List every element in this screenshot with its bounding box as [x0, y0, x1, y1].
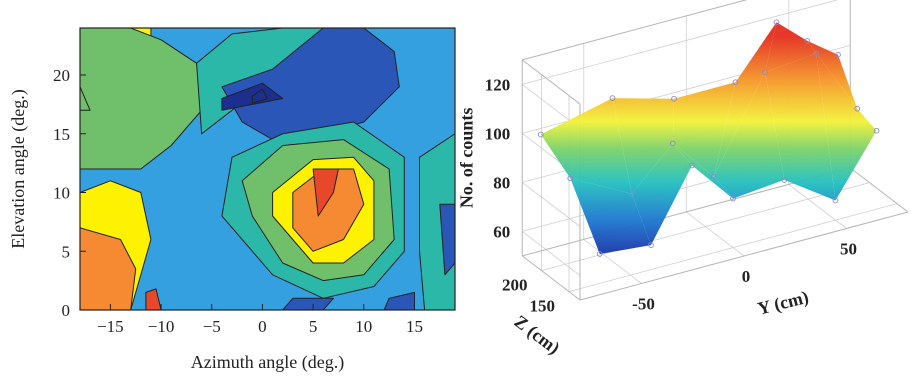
- surface-counts-tick-label: 100: [485, 124, 511, 143]
- surface-y-tick-label: 0: [742, 267, 751, 286]
- surface-gridline: [541, 182, 870, 271]
- surface-gridline: [522, 231, 581, 276]
- surface-face-0-4: [765, 22, 817, 73]
- contour-region-16: [439, 203, 455, 276]
- surface-data-point-4: [773, 19, 780, 26]
- contour-region-17: [282, 297, 334, 310]
- contour-x-tick-label: −10: [148, 317, 175, 336]
- contour-y-tick-label: 15: [53, 125, 70, 144]
- surface-face-1-0: [570, 178, 651, 254]
- surface-box-edge: [521, 59, 581, 105]
- surface-data-point-18: [781, 177, 788, 183]
- surface-data-point-19: [832, 197, 839, 204]
- surface-data-point-0: [537, 131, 544, 138]
- surface-y-tick-label: 50: [840, 240, 857, 259]
- contour-region-7: [221, 28, 400, 146]
- contour-region-18: [383, 291, 415, 310]
- contour-plot-frame: [79, 27, 456, 311]
- surface-depth-axis-label: Z (cm): [510, 311, 564, 359]
- surface-face-1-2: [672, 143, 733, 199]
- surface-face-1-5: [816, 53, 877, 201]
- contour-x-tick-label: 10: [355, 317, 372, 336]
- surface-face-1-3: [713, 72, 785, 199]
- surface-gridline: [568, 203, 898, 292]
- contour-x-tick-label: −5: [203, 317, 221, 336]
- surface-counts-tick-label: 80: [493, 173, 510, 192]
- surface-box-edge: [849, 167, 909, 213]
- surface-face-0-1: [612, 98, 674, 194]
- contour-region-5: [80, 86, 91, 111]
- surface-counts-tick-label: 120: [485, 75, 511, 94]
- surface-z-tick-label: 150: [530, 297, 556, 316]
- surface-data-point-1: [609, 95, 616, 101]
- surface-box-edge: [579, 211, 909, 301]
- contour-y-tick-label: 0: [62, 301, 71, 320]
- surface-face-0-3: [713, 22, 777, 177]
- contour-chart: −15 −10 −5 0 5 10 15 0 5 10 15 20 Azimuth angle (d…: [8, 27, 456, 373]
- surface-data-point-5: [804, 38, 811, 44]
- contour-region-14: [312, 168, 339, 217]
- surface-box-edge: [522, 0, 748, 61]
- surface-data-point-16: [689, 162, 695, 169]
- surface-z-tick-label: 200: [502, 276, 528, 295]
- surface-data-point-2: [671, 95, 677, 102]
- surface-data-point-7: [567, 175, 574, 182]
- contour-x-axis-label: Azimuth angle (deg.): [191, 352, 344, 373]
- contour-x-tick-label: 15: [406, 317, 423, 336]
- surface-face-0-0: [540, 98, 632, 194]
- surface-data-point-9: [669, 140, 676, 147]
- contour-x-tick-label: −15: [97, 317, 124, 336]
- surface-face-0-2: [672, 82, 736, 177]
- surface-gridline: [788, 184, 847, 229]
- surface-mesh: [540, 22, 877, 254]
- surface-counts-tick-label: 60: [493, 222, 510, 241]
- surface-data-point-13: [854, 105, 861, 112]
- surface-face-1-4: [765, 53, 836, 201]
- surface-data-point-6: [835, 51, 841, 58]
- surface-gridline: [522, 182, 581, 227]
- surface-gridline: [583, 239, 642, 284]
- surface-z-axis-label: No. of counts: [460, 108, 476, 209]
- contour-y-tick-label: 5: [62, 242, 71, 261]
- surface-data-point-8: [628, 190, 635, 197]
- surface-data-point-17: [730, 195, 736, 202]
- contour-x-tick-label: 0: [258, 317, 267, 336]
- surface-data-point-11: [762, 69, 768, 76]
- contour-region-9: [251, 88, 268, 104]
- contour-x-tick-label: 5: [309, 317, 318, 336]
- surface-data-point-20: [873, 127, 880, 134]
- contour-region-3: [145, 288, 162, 310]
- surface-y-tick-label: -50: [632, 295, 655, 314]
- contour-y-tick-label: 10: [53, 184, 70, 203]
- contour-region-2: [80, 227, 137, 310]
- surface-data-point-10: [710, 173, 717, 180]
- surface-data-point-3: [732, 79, 739, 86]
- surface-face-0-5: [807, 40, 858, 109]
- surface-gridline: [686, 211, 745, 257]
- surface-face-1-1: [631, 143, 692, 246]
- surface-data-point-15: [648, 242, 654, 248]
- surface-y-axis-label: Y (cm): [755, 287, 810, 320]
- surface-data-point-12: [813, 50, 820, 57]
- surface-data-point-14: [596, 251, 603, 257]
- contour-y-axis-label: Elevation angle (deg.): [8, 89, 29, 248]
- contour-y-tick-label: 20: [53, 66, 70, 85]
- surface-box-edge: [521, 255, 581, 301]
